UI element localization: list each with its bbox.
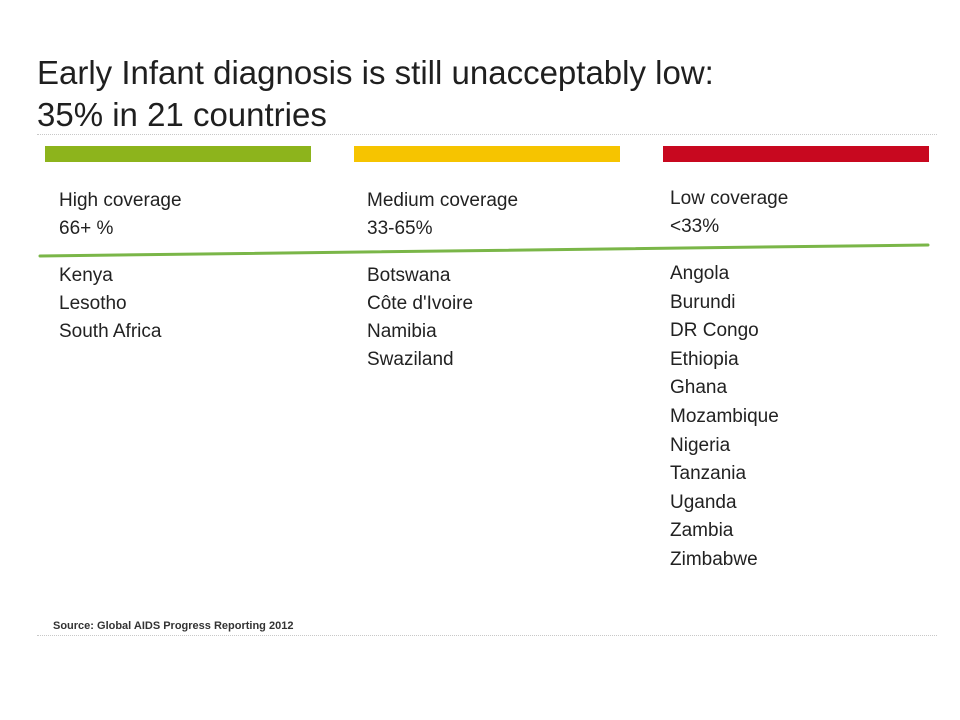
low-coverage-country-list: Angola Burundi DR Congo Ethiopia Ghana M… [670,260,779,575]
high-coverage-heading: High coverage 66+ % [59,187,182,243]
high-coverage-label: High coverage [59,190,182,211]
low-coverage-label: Low coverage [670,188,789,209]
medium-coverage-heading: Medium coverage 33-65% [367,187,518,243]
country-item: Tanzania [670,463,747,485]
medium-coverage-country-list: Botswana Côte d'Ivoire Namibia Swaziland [367,262,473,374]
medium-coverage-label: Medium coverage [367,190,519,211]
country-item: DR Congo [670,320,759,342]
country-item: Côte d'Ivoire [367,293,474,314]
slide-title-line-2: 35% in 21 countries [37,96,327,133]
footer-divider [37,635,937,636]
medium-coverage-color-bar [354,146,620,162]
country-item: Nigeria [670,434,731,456]
country-item: Ghana [670,377,728,399]
country-item: Namibia [367,321,437,342]
medium-coverage-range: 33-65% [367,218,433,239]
country-item: Uganda [670,491,737,513]
country-item: Mozambique [670,405,779,427]
country-item: South Africa [59,321,162,342]
country-item: Zambia [670,520,734,542]
country-item: Ethiopia [670,348,739,370]
high-coverage-color-bar [45,146,311,162]
low-coverage-heading: Low coverage <33% [670,185,788,241]
source-note: Source: Global AIDS Progress Reporting 2… [53,620,294,632]
country-item: Kenya [59,265,113,286]
slide-title: Early Infant diagnosis is still unaccept… [37,52,937,136]
title-divider [37,134,937,135]
low-coverage-range: <33% [670,216,720,237]
country-item: Angola [670,263,730,284]
high-coverage-range: 66+ % [59,218,114,239]
country-item: Burundi [670,291,736,313]
country-item: Lesotho [59,293,127,314]
slide-title-line-1: Early Infant diagnosis is still unaccept… [37,54,714,91]
low-coverage-color-bar [663,146,929,162]
country-item: Swaziland [367,349,454,370]
high-coverage-country-list: Kenya Lesotho South Africa [59,262,161,346]
country-item: Zimbabwe [670,548,758,570]
country-item: Botswana [367,265,451,286]
